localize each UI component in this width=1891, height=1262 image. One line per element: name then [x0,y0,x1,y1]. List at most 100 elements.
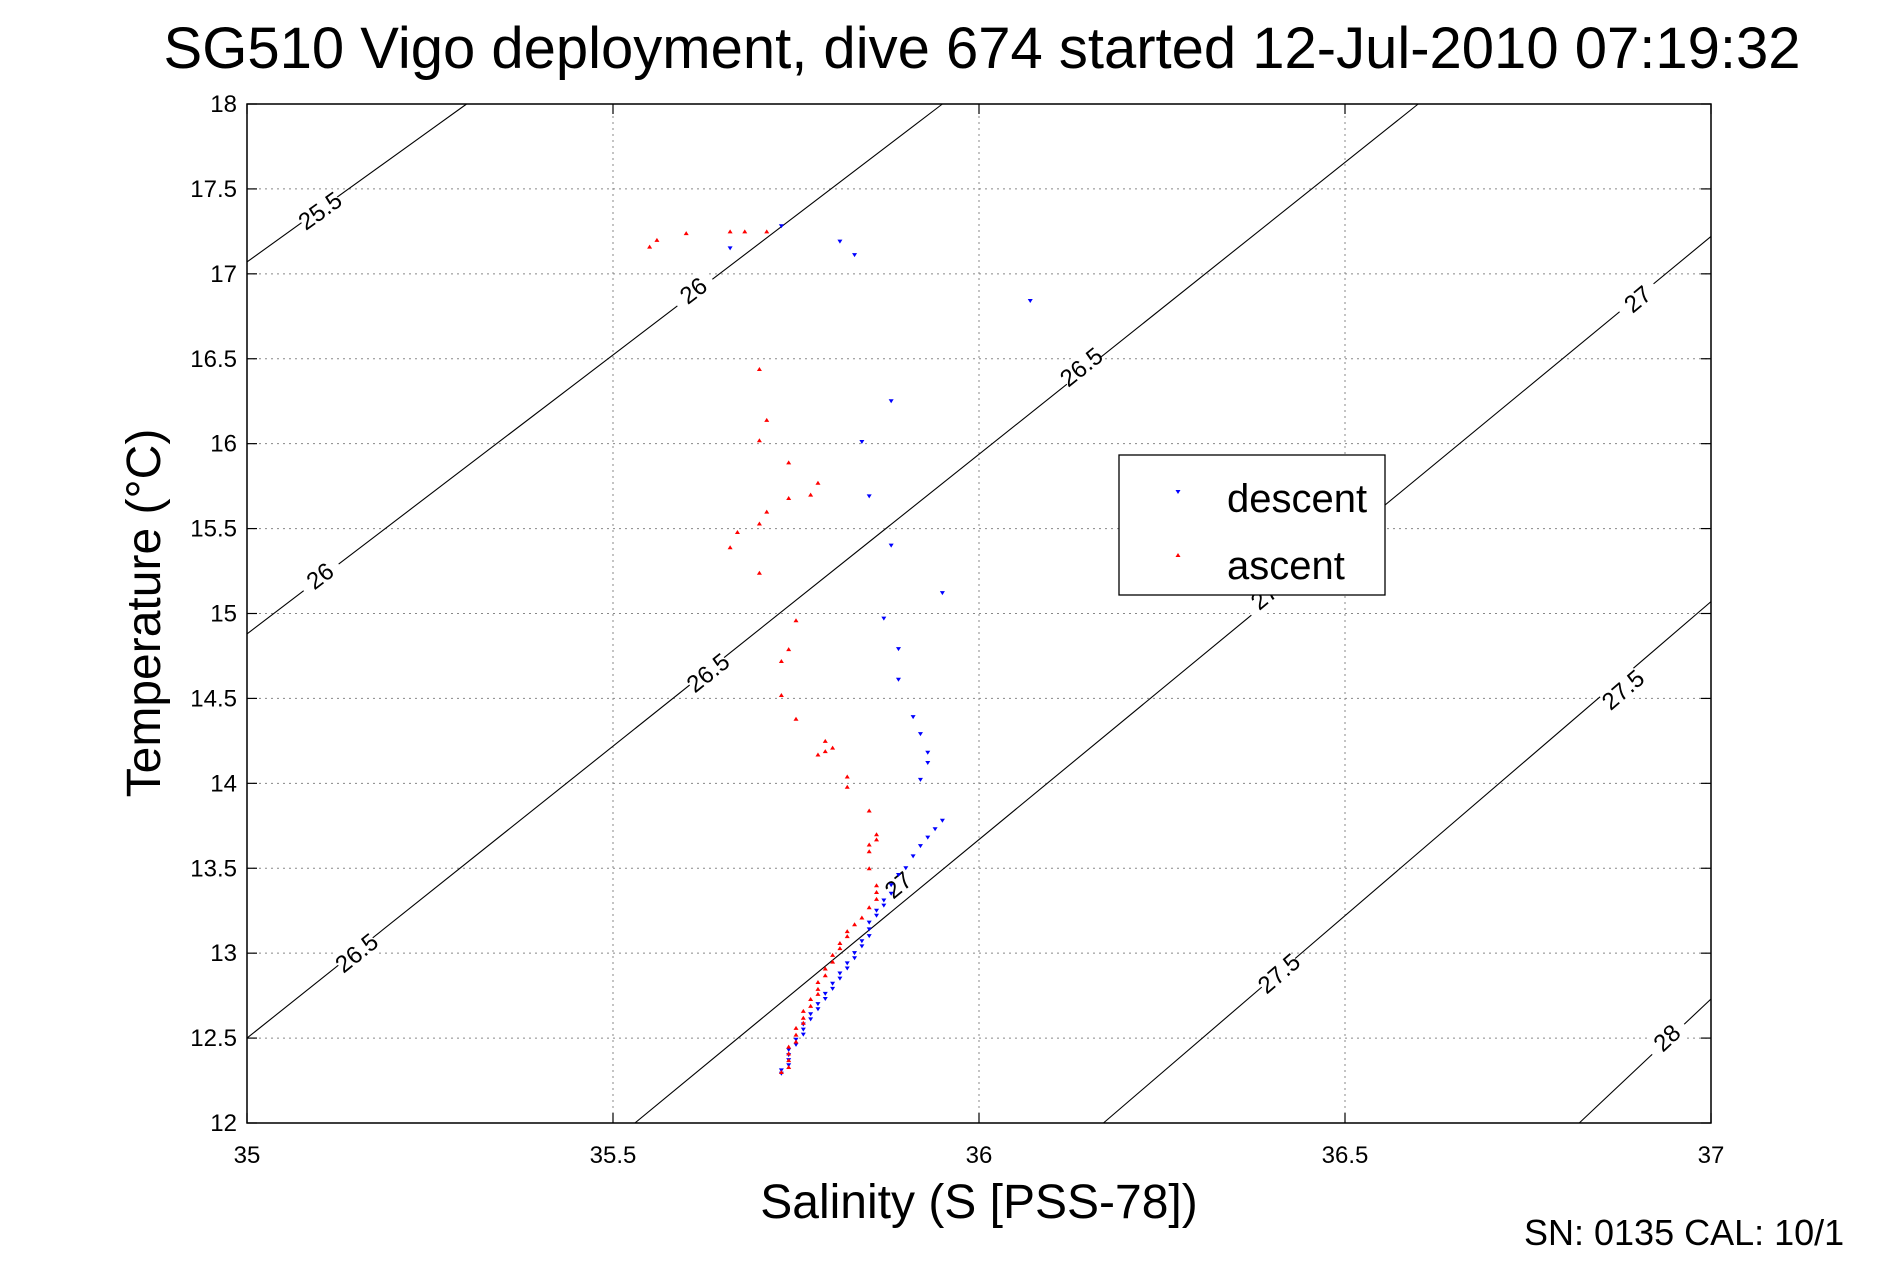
ascent-point [866,866,872,871]
descent-point [888,883,894,888]
descent-point [874,913,880,918]
x-tick-label: 36.5 [1322,1142,1369,1169]
ascent-point [727,229,733,234]
y-tick-label: 13 [210,940,237,967]
ascent-point [764,509,770,514]
ascent-point [793,716,799,721]
grid [247,104,1711,1123]
contour-label-gap [1253,949,1305,998]
ascent-point [756,366,762,371]
ascent-point [727,545,733,550]
descent-point [844,961,850,966]
y-axis-label: Temperature (°C) [118,429,171,798]
ascent-point [830,952,836,957]
ascent-point [830,745,836,750]
ascent-point [844,784,850,789]
legend-ascent-label: ascent [1227,544,1345,588]
ascent-point [786,1064,792,1069]
ascent-point [734,529,740,534]
contour-line [1578,998,1712,1124]
descent-point [852,956,858,961]
ascent-point [683,231,689,236]
contour-label-gap [331,929,383,978]
descent-point [881,616,887,621]
ascent-point [874,890,880,895]
ascent-point [866,808,872,813]
ascent-point [800,1015,806,1020]
descent-point [830,981,836,986]
descent-point [830,986,836,991]
descent-point [808,1017,814,1022]
ascent-point [874,837,880,842]
descent-point [837,971,843,976]
descent-point [874,908,880,913]
ascent-point [786,1044,792,1049]
ascent-point [874,832,880,837]
ascent-point [837,940,843,945]
legend-box [1118,454,1386,596]
ascent-point [800,1008,806,1013]
descent-point [895,647,901,652]
x-tick-label: 37 [1698,1142,1725,1169]
contour-label-gap [1642,1013,1693,1063]
ascent-point [764,417,770,422]
descent-point [925,750,931,755]
ascent-point [756,438,762,443]
ascent-point [866,905,872,910]
y-tick-label: 18 [210,91,237,118]
contour-label-gap [668,267,719,315]
descent-point [903,866,909,871]
footer-calibration: SN: 0135 CAL: 10/1 [1524,1212,1844,1253]
ascent-point [874,883,880,888]
ascent-point [815,752,821,757]
descent-point [881,898,887,903]
x-axis-label: Salinity (S [PSS-78]) [760,1176,1197,1229]
x-tick-label: 35 [234,1142,261,1169]
ascent-point [786,460,792,465]
descent-point [822,991,828,996]
descent-point [925,835,931,840]
descent-point [778,224,784,229]
descent-point [939,591,945,596]
y-tick-label: 12.5 [190,1025,237,1052]
ascent-point [874,896,880,901]
contour-label-gap [294,552,346,600]
ascent-point [852,922,858,927]
ascent-point [793,1025,799,1030]
descent-point [786,1047,792,1052]
ascent-point [837,946,843,951]
descent-point [800,1032,806,1037]
ascent-point [793,1039,799,1044]
descent-point [917,732,923,737]
ascent-point [866,842,872,847]
descent-point [888,543,894,548]
descent-point [852,253,858,258]
descent-point [727,246,733,251]
y-tick-label: 14.5 [190,685,237,712]
descent-point [888,891,894,896]
ascent-point [859,915,865,920]
descent-point [866,927,872,932]
legend-ascent-marker [1175,553,1181,557]
descent-point [837,976,843,981]
ascent-point [808,997,814,1002]
ascent-point [654,237,660,242]
y-tick-label: 16 [210,431,237,458]
descent-point [881,903,887,908]
ascent-point [808,492,814,497]
contour-label-gap [873,861,924,910]
ascent-point [793,618,799,623]
legend: descent ascent [1118,454,1386,596]
y-axis-ticks: 12 12.5 13 13.5 14 14.5 15 15.5 16 16.5 17 17.5 18 [190,91,1711,1137]
contour-label-gap [1056,343,1107,392]
ascent-point [778,693,784,698]
ascent-point [830,959,836,964]
y-tick-label: 14 [210,770,237,797]
descent-point [888,399,894,404]
contour-line [246,103,467,263]
y-tick-label: 17 [210,261,237,288]
contour-line [246,103,1419,1039]
contour-label-gap [294,187,346,235]
ascent-point [844,934,850,939]
